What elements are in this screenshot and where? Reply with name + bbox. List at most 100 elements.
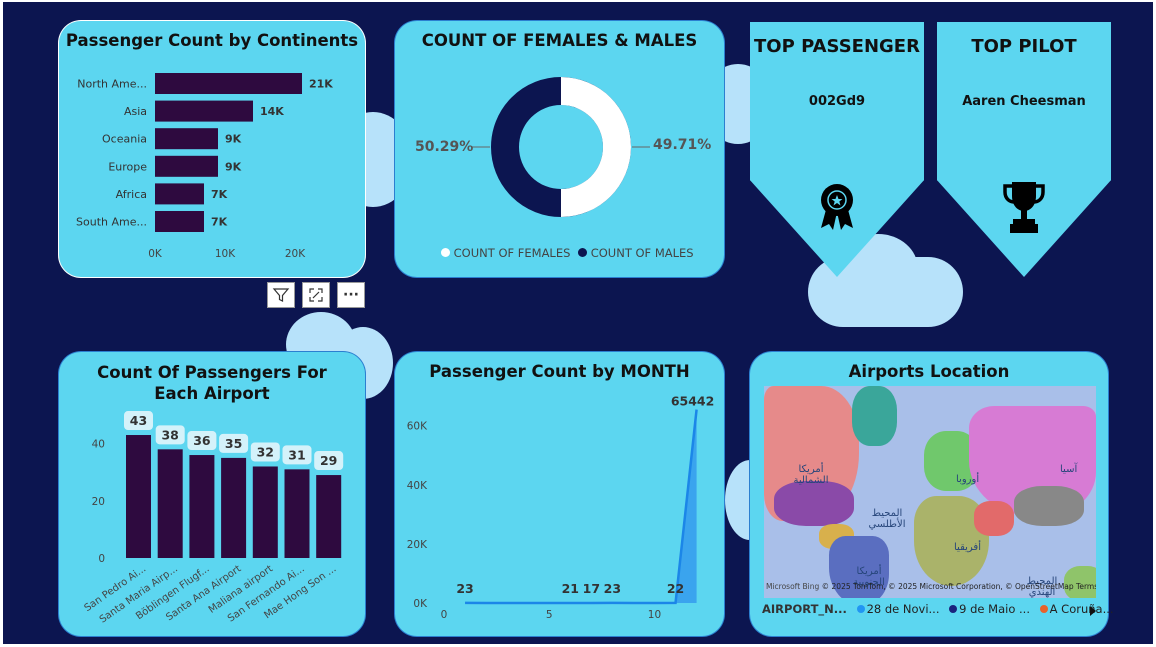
legend-label-females[interactable]: COUNT OF FEMALES: [453, 246, 571, 260]
x-tick-label: 20K: [285, 248, 306, 260]
more-options-icon: ···: [343, 287, 359, 303]
data-label-box: [250, 442, 280, 462]
legend-label-males[interactable]: COUNT OF MALES: [590, 246, 694, 260]
top-pilot-title: TOP PILOT: [971, 36, 1077, 57]
map-south-america: [829, 536, 889, 598]
y-tick-label: 40: [92, 439, 105, 451]
gender-title: COUNT OF FEMALES & MALES: [421, 31, 698, 50]
y-tick-label: 60K: [407, 421, 428, 433]
top-pilot-value: Aaren Cheesman: [962, 94, 1086, 109]
map-attribution: Microsoft Bing © 2025 TomTom, © 2025 Mic…: [766, 582, 1096, 591]
x-tick-label: 10K: [215, 248, 236, 260]
top-pilot-card[interactable]: TOP PILOT Aaren Cheesman: [937, 22, 1111, 277]
bar: [155, 183, 204, 205]
map-title: Airports Location: [848, 362, 1010, 381]
bar: [189, 455, 215, 558]
legend-item-2[interactable]: A Coruña...: [1049, 602, 1114, 616]
category-label: Oceania: [102, 133, 147, 146]
top-passenger-title: TOP PASSENGER: [754, 36, 920, 57]
females-pct-label: 49.71%: [653, 137, 712, 153]
y-tick-label: 0: [98, 553, 105, 565]
legend-dot-0: [856, 605, 865, 613]
data-label: 29: [320, 453, 337, 468]
world-map[interactable]: أمريكا الشمالية المحيط الأطلسي أوروبا آس…: [764, 386, 1096, 598]
map-card[interactable]: Airports Location أمريكا الشمالية المحيط…: [750, 352, 1114, 636]
category-label: South Ame...: [76, 216, 147, 229]
data-label: 21: [562, 581, 579, 596]
legend-dot-females: [441, 248, 450, 257]
legend-item-0[interactable]: 28 de Novi...: [866, 602, 940, 616]
data-label: 36: [193, 433, 211, 448]
month-chart: 0K 20K 40K 60K 0 5 10 23 21 17 23 22 65442: [407, 394, 715, 621]
data-label: 21K: [309, 78, 333, 91]
bar: [155, 100, 253, 122]
data-label: 7K: [211, 216, 228, 229]
data-label-box: [155, 425, 185, 445]
data-label: 7K: [211, 188, 228, 201]
data-label-box: [124, 411, 153, 431]
data-label: 31: [288, 447, 305, 462]
award-ribbon-icon: [821, 184, 853, 230]
bar: [221, 457, 247, 558]
x-tick-label: 10: [648, 609, 661, 621]
y-tick-label: 40K: [407, 480, 428, 492]
data-label: 38: [161, 427, 178, 442]
category-label: Africa: [116, 188, 147, 201]
data-label: 23: [604, 581, 621, 596]
airports-title: Count Of Passengers For Each Airport: [97, 363, 327, 403]
map-label-europe: أوروبا: [956, 474, 980, 485]
data-label: 43: [130, 413, 147, 428]
donut-segment-females: [561, 77, 631, 217]
data-label: 17: [583, 581, 600, 596]
continents-title: Passenger Count by Continents: [65, 31, 359, 50]
map-label-atlantic: المحيط الأطلسي: [868, 508, 906, 530]
data-label: 9K: [225, 160, 242, 173]
bar: [155, 155, 218, 177]
map-australia: [1064, 566, 1096, 598]
filter-icon: [272, 288, 290, 302]
area-fill: [465, 409, 697, 603]
bar: [126, 435, 151, 558]
data-label: 35: [225, 436, 242, 451]
map-label-north-america: أمريكا الشمالية: [793, 464, 829, 486]
continents-card[interactable]: Passenger Count by Continents North Ame.…: [59, 21, 365, 277]
gender-card[interactable]: COUNT OF FEMALES & MALES 50.29% 49.71% C…: [395, 21, 724, 277]
data-label: 22: [667, 581, 684, 596]
category-label: North Ame...: [77, 78, 147, 91]
map-label-asia: آسيا: [1060, 464, 1078, 475]
more-options-button[interactable]: ···: [337, 282, 365, 308]
month-card[interactable]: Passenger Count by MONTH 0K 20K 40K 60K 0 5 10…: [395, 352, 724, 636]
map-middle-east: [974, 501, 1014, 536]
data-label: 14K: [260, 105, 284, 118]
top-passenger-value: 002Gd9: [808, 94, 866, 109]
bar: [155, 73, 302, 94]
x-tick-label: 5: [546, 609, 553, 621]
trophy-icon: [1003, 182, 1045, 233]
bar: [157, 449, 183, 558]
map-attribution-text[interactable]: © 2025 TomTom, © 2025 Microsoft Corporat…: [821, 582, 1096, 591]
airports-card[interactable]: Count Of Passengers For Each Airport 0 20…: [59, 352, 365, 636]
y-tick-label: 0K: [413, 598, 428, 610]
data-label: 32: [257, 444, 274, 459]
focus-mode-button[interactable]: [302, 282, 330, 308]
focus-mode-icon: [309, 288, 323, 302]
data-label-box: [314, 451, 344, 471]
bar: [252, 466, 278, 558]
x-tick-label: 0K: [148, 248, 163, 260]
bar: [155, 128, 218, 150]
gender-legend: COUNT OF FEMALES COUNT OF MALES: [441, 246, 694, 260]
data-label-box: [187, 431, 217, 451]
data-label: 9K: [225, 133, 242, 146]
bar: [316, 475, 342, 558]
legend-dot-2: [1039, 605, 1048, 613]
filter-button[interactable]: [267, 282, 295, 308]
map-legend-field: AIRPORT_N...: [762, 602, 847, 616]
map-label-indian-ocean: المحيط الهندي: [1026, 576, 1058, 598]
data-label: 23: [456, 581, 473, 596]
legend-item-1[interactable]: 9 de Maio ...: [959, 602, 1030, 616]
series-line: [465, 409, 698, 605]
bing-logo: Microsoft Bing: [766, 582, 820, 591]
category-label: Asia: [124, 105, 147, 118]
chevron-right-icon[interactable]: [1088, 605, 1098, 617]
